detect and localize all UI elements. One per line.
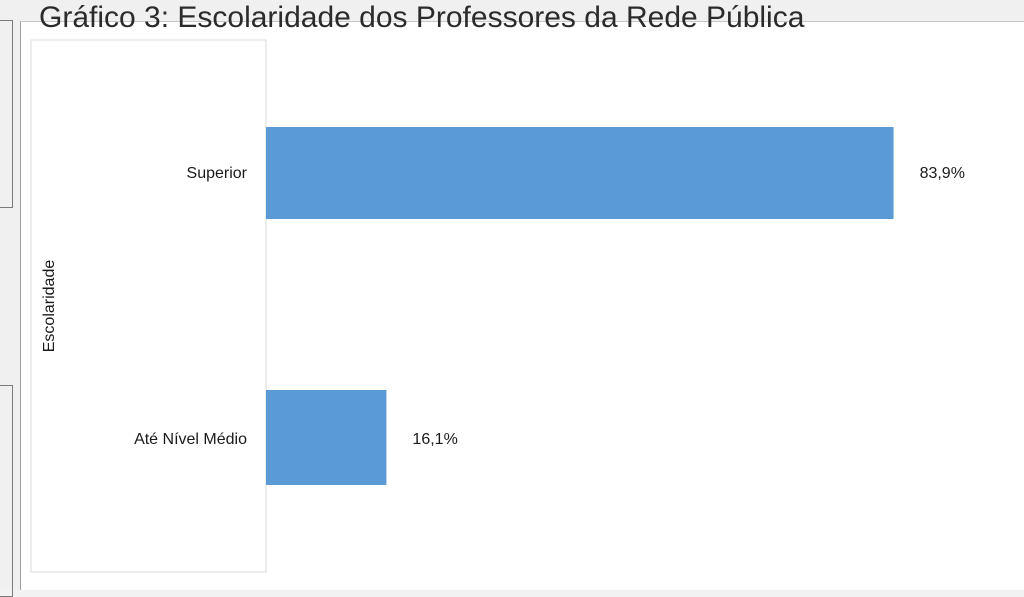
bar-chart: Escolaridade Superior 83,9% Até Nível Médi… [30,39,965,573]
background-frame-top [0,20,13,208]
category-label-1: Superior [187,165,248,182]
data-label-1: 83,9% [920,165,965,182]
bars-layer: Superior 83,9% Até Nível Médio 16,1% [134,127,965,485]
y-axis-title: Escolaridade [41,260,58,353]
bar-1 [266,127,894,219]
chart-panel: Gráfico 3: Escolaridade dos Professores … [20,1,1024,590]
chart-title: Gráfico 3: Escolaridade dos Professores … [39,1,805,34]
background-frame-bottom [0,385,13,597]
bar-2 [266,390,387,485]
category-axis-frame [30,39,267,573]
data-label-2: 16,1% [412,431,457,448]
category-label-2: Até Nível Médio [134,431,247,448]
